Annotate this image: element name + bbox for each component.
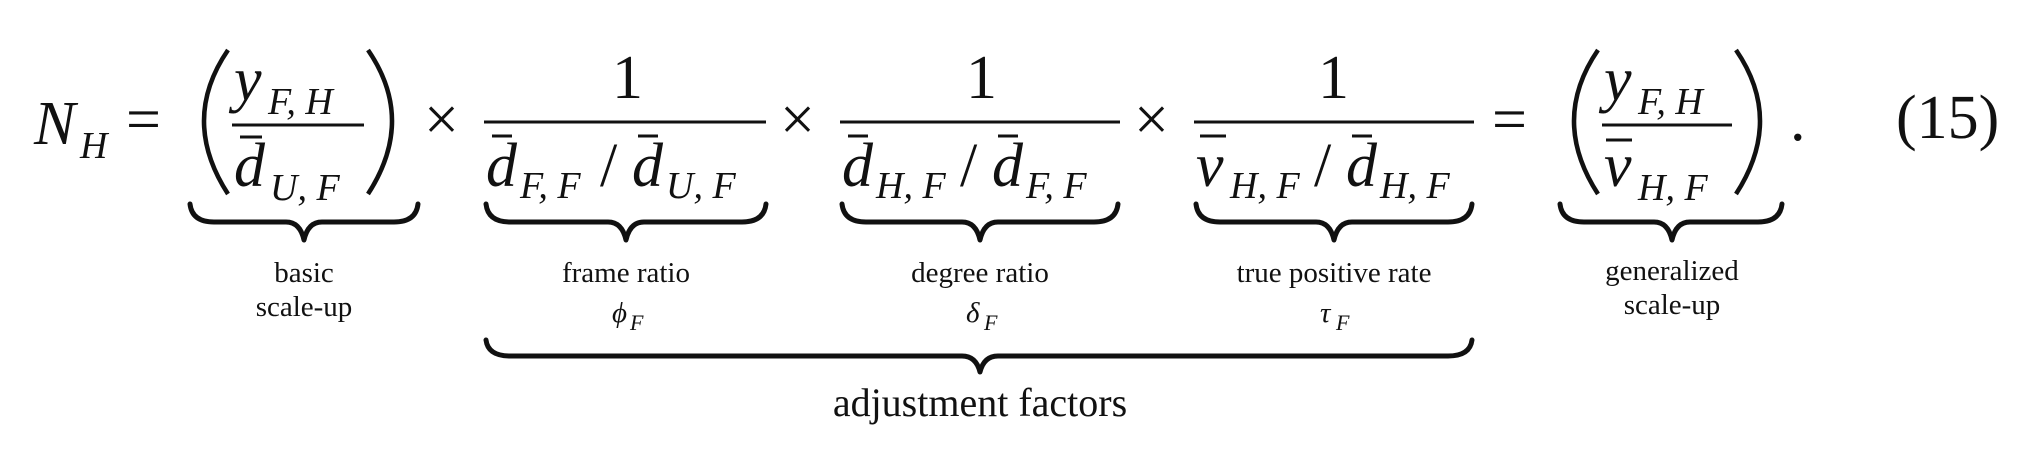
frame-den-b-symbol: d — [632, 132, 664, 200]
tpr-den-a-subscript: H, F — [1229, 165, 1300, 207]
label-tpr-subscript: F — [1335, 310, 1350, 335]
basic-term: y F, H d U, F — [187, 46, 421, 243]
degree-den-a-subscript: H, F — [875, 165, 946, 207]
underbrace-generalized — [1557, 201, 1785, 243]
degree-den-b-symbol: d — [992, 132, 1024, 200]
basic-den-symbol: d — [234, 132, 266, 200]
degree-den-a-symbol: d — [842, 132, 874, 200]
label-degree-symbol: δ — [966, 297, 980, 329]
gen-num-subscript: F, H — [1637, 81, 1705, 123]
tpr-den-slash: / — [1314, 132, 1332, 200]
times-sign-1: × — [424, 86, 459, 154]
label-generalized-line2: scale-up — [1624, 289, 1721, 321]
frame-den-a-symbol: d — [486, 132, 518, 200]
label-frame-symbol: ϕ — [612, 297, 627, 329]
equals-sign-1: = — [126, 86, 161, 154]
underbrace-adjustment — [483, 337, 1475, 375]
equation-number: (15) — [1896, 84, 1999, 152]
tpr-den-b-symbol: d — [1346, 132, 1378, 200]
gen-den-symbol: v — [1604, 132, 1632, 200]
degree-den-b-subscript: F, F — [1025, 165, 1087, 207]
label-tpr-line1: true positive rate — [1237, 257, 1432, 289]
times-sign-2: × — [780, 86, 815, 154]
frame-factor: 1 d F, F / d U, F — [483, 44, 769, 243]
tpr-numerator: 1 — [1318, 44, 1349, 112]
frame-den-a-subscript: F, F — [519, 165, 581, 207]
underbrace-tpr — [1193, 201, 1475, 243]
underbrace-degree — [839, 201, 1121, 243]
label-tpr-symbol: τ — [1320, 297, 1332, 329]
label-basic-line2: scale-up — [256, 291, 353, 323]
degree-den-slash: / — [960, 132, 978, 200]
label-frame-subscript: F — [629, 310, 644, 335]
frame-den-b-subscript: U, F — [666, 165, 736, 207]
label-degree-line1: degree ratio — [911, 257, 1049, 289]
frame-numerator: 1 — [612, 44, 643, 112]
lhs-symbol: N — [33, 90, 79, 158]
tpr-den-a-symbol: v — [1196, 132, 1224, 200]
label-generalized-line1: generalized — [1605, 255, 1739, 287]
degree-numerator: 1 — [966, 44, 997, 112]
left-paren — [201, 48, 230, 196]
underbrace-basic — [187, 201, 421, 243]
right-paren — [366, 48, 395, 196]
underbrace-frame — [483, 201, 769, 243]
left-paren — [1571, 48, 1600, 196]
label-frame-line1: frame ratio — [562, 257, 690, 289]
basic-num-symbol: y — [228, 46, 262, 114]
tpr-den-b-subscript: H, F — [1379, 165, 1450, 207]
basic-num-subscript: F, H — [267, 81, 335, 123]
times-sign-3: × — [1134, 86, 1169, 154]
gen-num-symbol: y — [1598, 46, 1632, 114]
right-paren — [1734, 48, 1763, 196]
lhs-subscript: H — [79, 125, 110, 167]
basic-den-subscript: U, F — [270, 167, 340, 209]
period: . — [1790, 86, 1806, 154]
frame-den-slash: / — [600, 132, 618, 200]
gen-den-subscript: H, F — [1637, 167, 1708, 209]
label-basic-line1: basic — [274, 257, 334, 289]
tpr-factor: 1 v H, F / d H, F — [1193, 44, 1475, 243]
generalized-term: y F, H v H, F — [1557, 46, 1785, 243]
label-degree-subscript: F — [983, 310, 998, 335]
degree-factor: 1 d H, F / d F, F — [839, 44, 1121, 243]
label-adjustment-factors: adjustment factors — [833, 380, 1127, 425]
equals-sign-2: = — [1492, 86, 1527, 154]
